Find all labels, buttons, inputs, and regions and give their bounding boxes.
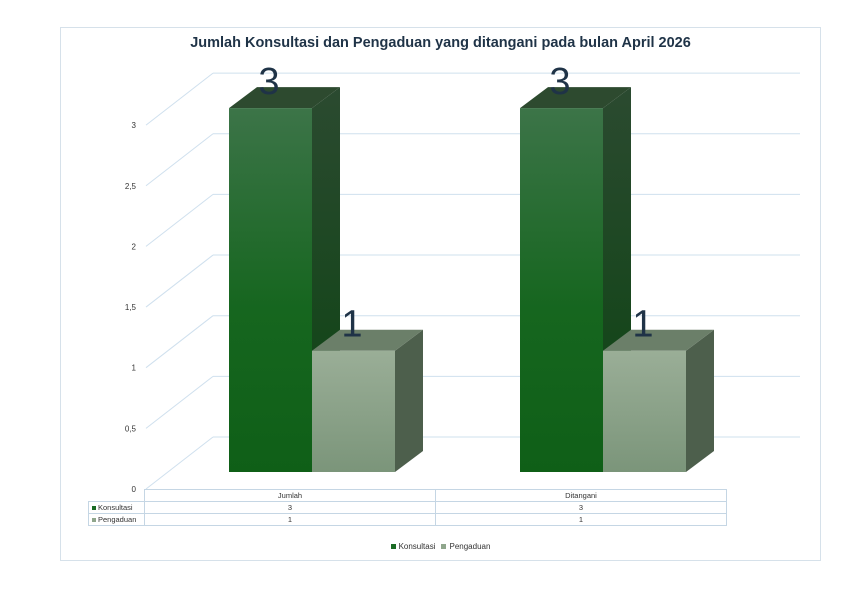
- floor: [146, 472, 800, 488]
- gridline-diagonal: [145, 194, 214, 247]
- y-tick-label: 3: [132, 121, 137, 130]
- bar-konsultasi: [229, 108, 312, 472]
- bar-pengaduan-top: [312, 329, 423, 351]
- table-cell: 3: [435, 501, 727, 514]
- bar-pengaduan-value-label: 1: [632, 304, 653, 346]
- y-tick-label: 0: [132, 485, 137, 494]
- gridline-diagonal: [145, 315, 214, 369]
- y-tick-label: 1: [132, 364, 137, 373]
- bar-konsultasi-top: [520, 87, 631, 109]
- bar-konsultasi-value-label: 3: [549, 61, 570, 103]
- legend: Konsultasi Pengaduan: [60, 542, 821, 551]
- row-label: Pengaduan: [98, 515, 137, 524]
- bar-pengaduan-side: [686, 329, 714, 472]
- legend-item: Pengaduan: [441, 542, 490, 551]
- gridline-diagonal: [145, 72, 214, 126]
- table-row: Pengaduan 1 1: [88, 513, 727, 526]
- chart-title: Jumlah Konsultasi dan Pengaduan yang dit…: [190, 35, 691, 51]
- gridline-diagonal: [145, 436, 214, 490]
- table-row: Konsultasi 3 3: [88, 501, 727, 514]
- gridline-diagonal: [145, 375, 214, 429]
- table-header: Jumlah: [144, 489, 436, 502]
- row-label: Konsultasi: [98, 503, 133, 512]
- y-tick-label: 1,5: [125, 303, 137, 312]
- legend-label: Konsultasi: [398, 542, 436, 551]
- chart-frame: [60, 27, 821, 561]
- data-table: Jumlah Ditangani Konsultasi 3 3 Pengaduan 1 1: [88, 489, 727, 526]
- bar-pengaduan-side: [395, 329, 423, 472]
- table-header: Ditangani: [435, 489, 727, 502]
- bar-pengaduan: [312, 350, 395, 472]
- bar-konsultasi-top: [229, 87, 340, 109]
- legend-key-icon: [92, 518, 96, 522]
- legend-key-icon: [92, 506, 96, 510]
- bar-konsultasi-value-label: 3: [258, 61, 279, 103]
- table-cell: 1: [435, 513, 727, 526]
- bar-pengaduan-top: [603, 329, 714, 351]
- y-tick-label: 2: [132, 242, 137, 251]
- legend-label: Pengaduan: [449, 542, 491, 551]
- legend-item: Konsultasi: [390, 542, 436, 551]
- bar-pengaduan-value-label: 1: [341, 304, 362, 346]
- gridline-diagonal: [145, 254, 214, 308]
- legend-swatch-icon: [390, 544, 396, 549]
- gridline-diagonal: [145, 133, 214, 187]
- legend-swatch-icon: [441, 544, 447, 549]
- bar-konsultasi: [520, 108, 603, 472]
- y-tick-label: 2,5: [125, 182, 137, 191]
- bar-pengaduan: [603, 350, 686, 472]
- table-cell: 3: [144, 501, 436, 514]
- table-cell: 1: [144, 513, 436, 526]
- y-tick-label: 0,5: [125, 424, 137, 433]
